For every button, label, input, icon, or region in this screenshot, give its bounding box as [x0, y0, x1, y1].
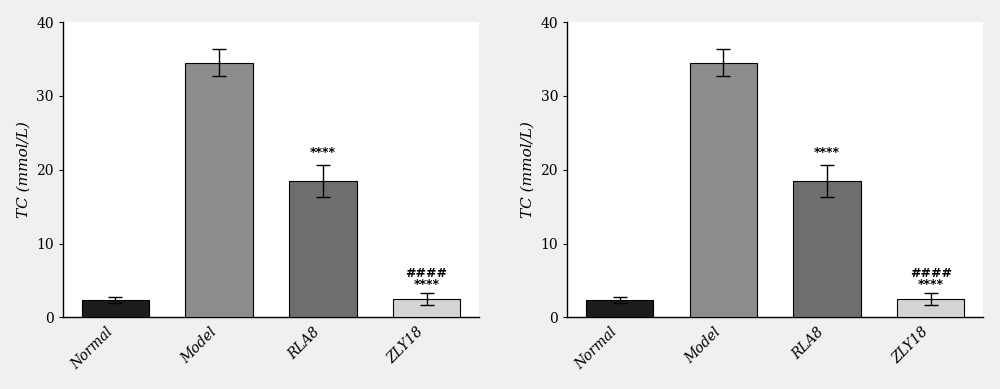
Bar [185, 63, 253, 317]
Bar [393, 299, 460, 317]
Bar [586, 300, 653, 317]
Bar [82, 300, 149, 317]
Y-axis label: TC (mmol/L): TC (mmol/L) [521, 121, 535, 218]
Bar [289, 181, 357, 317]
Text: ****: **** [918, 278, 944, 291]
Text: ####: #### [406, 267, 448, 280]
Y-axis label: TC (mmol/L): TC (mmol/L) [17, 121, 31, 218]
Bar [690, 63, 757, 317]
Bar [793, 181, 861, 317]
Text: ****: **** [310, 145, 336, 159]
Text: ####: #### [910, 267, 952, 280]
Text: ****: **** [414, 278, 440, 291]
Bar [897, 299, 964, 317]
Text: ****: **** [814, 145, 840, 159]
